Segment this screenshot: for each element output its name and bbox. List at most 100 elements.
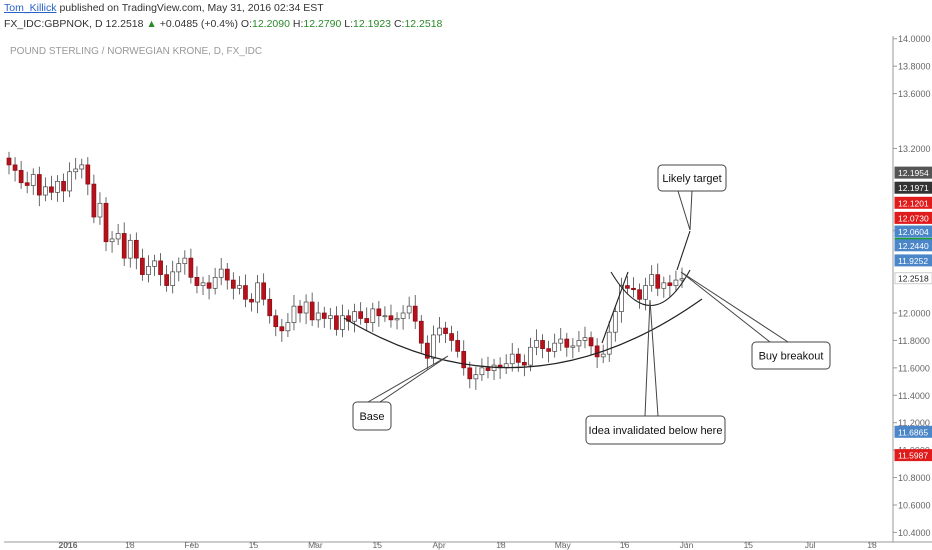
candle[interactable] [255,275,260,314]
candle[interactable] [176,257,182,282]
candle[interactable] [376,301,382,327]
candle[interactable] [418,315,424,353]
candle[interactable] [188,248,194,284]
candle[interactable] [443,321,448,344]
candle[interactable] [479,358,485,381]
candle[interactable] [600,344,606,364]
candle[interactable] [461,340,467,376]
candle[interactable] [437,316,442,343]
candle[interactable] [133,232,139,270]
candle[interactable] [36,166,42,207]
candle[interactable] [212,267,218,295]
candle[interactable] [515,347,521,372]
author-link[interactable]: Tom_Killick [4,2,57,14]
candle[interactable] [655,263,661,297]
candle[interactable] [552,333,558,358]
candle[interactable] [412,295,418,330]
candle[interactable] [237,276,242,295]
candle[interactable] [570,338,576,359]
candle[interactable] [6,151,12,175]
candle[interactable] [146,255,151,283]
candle[interactable] [394,312,400,330]
candle[interactable] [425,335,430,370]
candle[interactable] [158,253,163,286]
candle[interactable] [164,265,169,292]
candle[interactable] [588,331,594,356]
candle[interactable] [612,305,618,342]
candle[interactable] [315,301,321,328]
candle[interactable] [261,273,266,306]
candle[interactable] [79,158,85,179]
candle[interactable] [285,313,291,337]
candle[interactable] [606,321,612,362]
candle[interactable] [334,306,339,336]
candle[interactable] [24,171,30,194]
candle[interactable] [340,304,345,338]
candle[interactable] [473,366,479,390]
candle[interactable] [127,234,133,268]
candle[interactable] [449,325,454,352]
candle[interactable] [121,222,127,266]
candle[interactable] [291,295,297,331]
candle[interactable] [667,275,673,297]
candle[interactable] [358,302,364,325]
candle[interactable] [631,277,636,298]
candle[interactable] [400,305,406,330]
candle[interactable] [540,334,545,359]
candle[interactable] [467,361,473,389]
candle[interactable] [30,168,36,195]
candle[interactable] [97,192,103,225]
candle[interactable] [546,340,551,363]
callout[interactable]: Buy breakout [680,271,831,370]
candle[interactable] [576,330,582,353]
candle[interactable] [564,332,570,357]
candle[interactable] [431,325,436,365]
candle[interactable] [309,292,315,327]
candle[interactable] [388,304,394,328]
candle[interactable] [370,302,376,333]
candle[interactable] [673,270,679,292]
candle[interactable] [249,293,254,312]
candle[interactable] [73,157,79,180]
candle[interactable] [522,354,527,377]
candle[interactable] [273,309,279,337]
candle[interactable] [103,197,109,252]
candle[interactable] [382,306,388,322]
candle[interactable] [528,337,533,372]
candle[interactable] [243,274,248,308]
candle[interactable] [91,174,97,224]
candle[interactable] [67,162,72,198]
candle[interactable] [61,173,66,203]
candle[interactable] [649,265,655,292]
candle[interactable] [279,318,285,342]
candle[interactable] [55,175,60,202]
candle[interactable] [661,276,667,298]
candle[interactable] [321,306,327,328]
candle[interactable] [485,356,491,379]
candle[interactable] [364,307,370,331]
candle[interactable] [455,330,461,358]
candle[interactable] [619,277,624,323]
candle[interactable] [218,258,224,286]
candle[interactable] [625,276,630,295]
candle[interactable] [109,231,115,253]
candle[interactable] [224,262,230,290]
candle[interactable] [503,354,509,375]
candle[interactable] [509,343,515,372]
candle[interactable] [18,160,24,189]
candle[interactable] [327,307,333,330]
candle[interactable] [115,224,121,246]
candle[interactable] [491,358,497,381]
candle[interactable] [406,296,412,320]
candle[interactable] [49,175,54,201]
candle[interactable] [140,248,145,281]
candle[interactable] [85,157,91,196]
candle[interactable] [200,276,206,296]
candle[interactable] [297,299,303,323]
candle[interactable] [534,329,539,356]
callout[interactable]: Base [352,355,449,431]
candle[interactable] [12,157,18,182]
candle[interactable] [170,260,176,294]
callout[interactable]: Likely target [657,164,727,231]
